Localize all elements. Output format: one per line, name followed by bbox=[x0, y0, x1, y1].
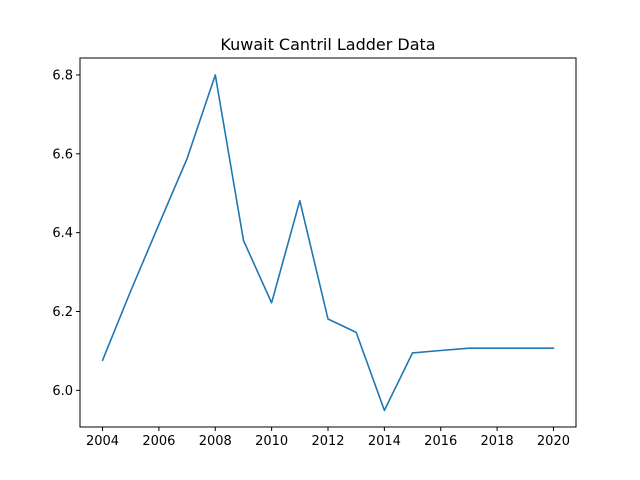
x-tick-label: 2018 bbox=[481, 434, 514, 449]
x-tick-label: 2020 bbox=[537, 434, 570, 449]
y-tick-label: 6.4 bbox=[52, 226, 73, 241]
y-tick-label: 6.2 bbox=[52, 305, 73, 320]
x-tick-label: 2016 bbox=[424, 434, 457, 449]
y-axis-ticks: 6.0 6.2 6.4 6.6 6.8 bbox=[52, 68, 80, 399]
y-tick-label: 6.6 bbox=[52, 147, 73, 162]
x-tick-label: 2006 bbox=[142, 434, 175, 449]
plot-area-frame bbox=[79, 57, 577, 428]
x-tick-label: 2014 bbox=[368, 434, 401, 449]
x-tick-label: 2010 bbox=[255, 434, 288, 449]
x-axis-ticks: 2004 2006 2008 2010 2012 2014 2016 2018 2020 bbox=[86, 427, 570, 449]
x-tick-label: 2012 bbox=[311, 434, 344, 449]
y-tick-label: 6.8 bbox=[52, 68, 73, 83]
series-group bbox=[101, 74, 555, 412]
series-line bbox=[101, 74, 555, 412]
x-tick-label: 2004 bbox=[86, 434, 119, 449]
y-tick-label: 6.0 bbox=[52, 384, 73, 399]
chart-title: Kuwait Cantril Ladder Data bbox=[220, 35, 435, 54]
x-tick-label: 2008 bbox=[199, 434, 232, 449]
